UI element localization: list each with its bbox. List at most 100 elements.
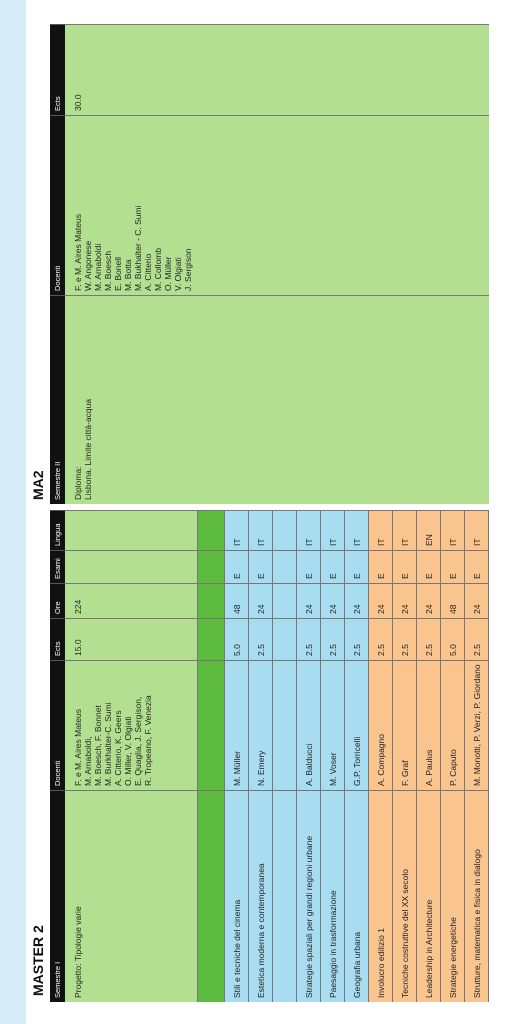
text-line: Lisbona. Limite città-acqua (83, 398, 93, 500)
table-cell: A. Paulus (417, 660, 441, 790)
spacer-cell (198, 550, 225, 583)
column-header: Docenti (50, 660, 65, 790)
spacer-cell (198, 510, 225, 550)
table-cell: Geografia urbana (345, 790, 369, 1002)
table-cell: F. e M. Aires Mateus M. Arnaboldi, M. Boes… (65, 660, 198, 790)
spacer-cell (273, 618, 297, 660)
table-cell: EN (417, 510, 441, 550)
table-cell: M. Müller (225, 660, 249, 790)
table-cell: 5.0 (441, 618, 465, 660)
table-cell: IT (249, 510, 273, 550)
table-cell: N. Emery (249, 660, 273, 790)
table-cell: M. Voser (321, 660, 345, 790)
table-cell: M. Monotti, P. Verzi, P. Giordano (465, 660, 489, 790)
table-cell: 24 (369, 583, 393, 618)
table-cell: 2.5 (393, 618, 417, 660)
table-cell: Estetica moderna e contemporanea (249, 790, 273, 1002)
table-cell: P. Caputo (441, 660, 465, 790)
text-line: A. Citterio, K. Geers (113, 710, 123, 786)
table-cell: E (249, 550, 273, 583)
text-line: M. Collomb (153, 248, 163, 291)
text-line: R. Tropeano, F. Venezia (143, 695, 153, 786)
text-line: M. Müller (232, 751, 242, 786)
text-line: F. Graf (400, 760, 410, 786)
table-cell: Progetto: Tipologie varie (65, 790, 198, 1002)
text-line: M. Arnaboldi, (83, 736, 93, 786)
table-cell: 2.5 (321, 618, 345, 660)
table-cell: Diploma: Lisbona. Limite città-acqua (65, 295, 489, 504)
table-cell: 224 (65, 583, 198, 618)
table-cell: F. e M. Aires Mateus W. Angonese M. Arnabo… (65, 115, 489, 295)
column-header: Semestre II (50, 295, 65, 504)
table-cell: E (417, 550, 441, 583)
spacer-cell (198, 660, 225, 790)
table-cell: 2.5 (369, 618, 393, 660)
table-cell: Tecniche costruttive del XX secolo (393, 790, 417, 1002)
right-title: MA2 (30, 470, 46, 500)
table-cell: E (321, 550, 345, 583)
text-line: M. Arnaboldi (93, 243, 103, 291)
text-line: A. Balducci (304, 743, 314, 786)
text-line: J. Sergison (183, 248, 193, 291)
text-line: M. Bukhalter - C. Sumi (133, 205, 143, 292)
table-cell: 2.5 (297, 618, 321, 660)
table-cell: IT (225, 510, 249, 550)
table-cell: IT (321, 510, 345, 550)
table-cell: Involucro edilizio 1 (369, 790, 393, 1002)
table-cell: IT (465, 510, 489, 550)
table-cell: F. Graf (393, 660, 417, 790)
text-line: Diploma: (73, 466, 83, 500)
table-cell: Leadership in Architecture (417, 790, 441, 1002)
spacer-cell (273, 660, 297, 790)
spacer-cell (273, 550, 297, 583)
table-cell: A. Balducci (297, 660, 321, 790)
column-header: Ects (50, 24, 65, 115)
text-line: A. Compagno (376, 734, 386, 786)
text-line: N. Emery (256, 750, 266, 786)
text-line: A. Paulus (424, 749, 434, 786)
top-band (0, 0, 26, 1024)
table-cell: 24 (417, 583, 441, 618)
table-cell: E (297, 550, 321, 583)
text-line: V. Olgiati (173, 257, 183, 291)
text-line: P. Caputo (448, 749, 458, 786)
table-cell: IT (297, 510, 321, 550)
table-cell: IT (369, 510, 393, 550)
text-line: G.P. Torricelli (352, 736, 362, 786)
spacer-cell (198, 790, 225, 1002)
table-cell: E (225, 550, 249, 583)
text-line: E. Quaglia, J. Sergison, (133, 696, 143, 786)
table-cell: 24 (321, 583, 345, 618)
text-line: W. Angonese (83, 240, 93, 291)
spacer-cell (273, 583, 297, 618)
spacer-cell (198, 618, 225, 660)
table-cell: 48 (441, 583, 465, 618)
table-cell: E (441, 550, 465, 583)
text-line: A. Citterio (143, 253, 153, 291)
text-line: O. Müller (163, 256, 173, 291)
text-line: F. e M. Aires Mateus (73, 214, 83, 291)
table-cell: 48 (225, 583, 249, 618)
column-header: Docenti (50, 115, 65, 295)
table-cell: A. Compagno (369, 660, 393, 790)
table-cell: 24 (249, 583, 273, 618)
column-header: Ects (50, 618, 65, 660)
text-line: F. e M. Aires Mateus (73, 709, 83, 786)
text-line: M. Botta (123, 259, 133, 291)
table-cell: Paesaggio in trasformazione (321, 790, 345, 1002)
table-cell: E (393, 550, 417, 583)
table-cell: E (465, 550, 489, 583)
table-cell: IT (345, 510, 369, 550)
table-cell (65, 510, 198, 550)
table-cell (65, 550, 198, 583)
table-cell: 24 (393, 583, 417, 618)
column-header: Lingua (50, 510, 65, 550)
spacer-cell (273, 510, 297, 550)
table-cell: 24 (297, 583, 321, 618)
table-cell: E (345, 550, 369, 583)
table-cell: 2.5 (345, 618, 369, 660)
table-cell: 24 (345, 583, 369, 618)
text-line: M. Monotti, P. Verzi, P. Giordano (472, 664, 482, 786)
text-line: O. Miller, V. Olgiati (123, 716, 133, 786)
